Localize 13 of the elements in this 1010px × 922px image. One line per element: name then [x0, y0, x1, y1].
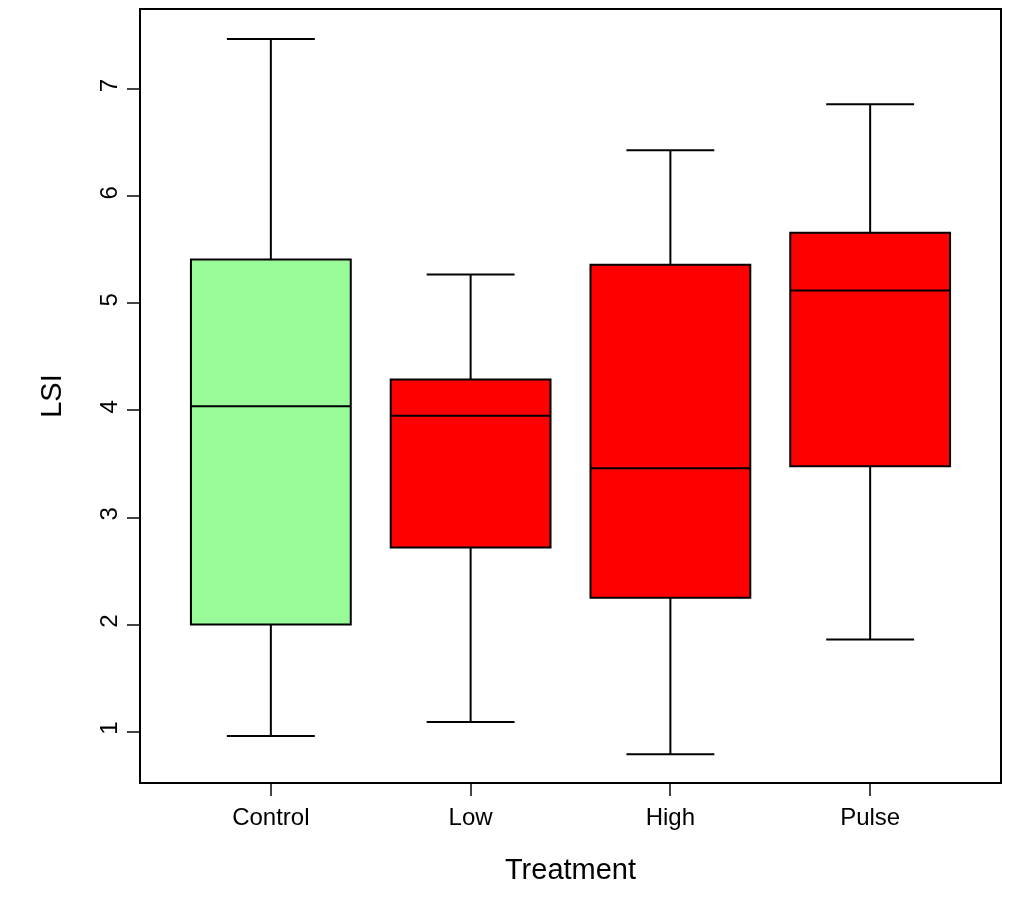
x-tick-label: Control [232, 802, 310, 830]
y-tick-label: 4 [95, 400, 123, 414]
y-tick-label: 7 [95, 78, 123, 93]
y-tick-label: 1 [95, 721, 123, 735]
y-axis-title: LSI [35, 374, 68, 418]
y-tick-label: 5 [95, 293, 123, 307]
y-tick-label: 3 [95, 507, 123, 521]
x-tick-label: Low [448, 802, 494, 830]
y-tick-label: 6 [95, 186, 123, 200]
x-tick-label: Pulse [840, 802, 901, 830]
x-tick-label: High [645, 802, 696, 830]
x-axis-title: Treatment [504, 853, 637, 886]
y-tick-label: 2 [95, 614, 123, 628]
